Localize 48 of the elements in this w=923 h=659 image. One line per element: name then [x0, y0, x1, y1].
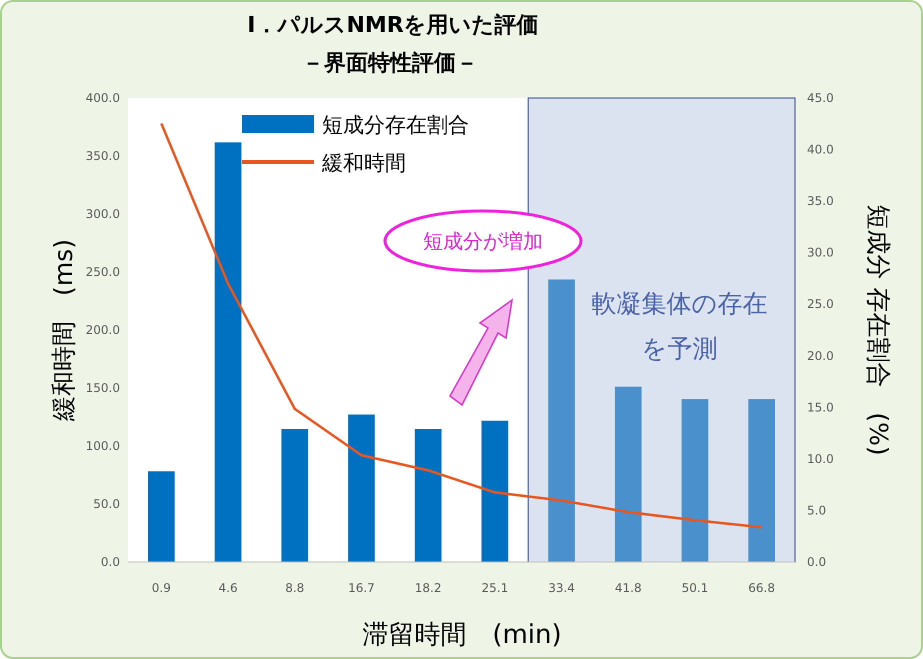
y-tick-label: 150.0 [86, 381, 120, 395]
y2-tick-label: 20.0 [807, 348, 834, 363]
x-tick-label: 0.9 [152, 581, 171, 595]
x-tick-label: 16.7 [348, 581, 375, 595]
bar [748, 399, 775, 562]
bar [548, 279, 575, 562]
bar [348, 414, 375, 562]
bar [281, 428, 308, 562]
y2-tick-label: 0.0 [807, 555, 826, 569]
y2-axis-title: 短成分 存在割合 (%) [864, 204, 893, 456]
y2-tick-label: 45.0 [807, 91, 834, 105]
bar [682, 399, 708, 562]
band-label: 軟凝集体の存在を予測 [592, 289, 768, 363]
y2-tick-label: 25.0 [807, 297, 834, 312]
x-tick-label: 25.1 [481, 581, 508, 595]
chart-subtitle: －界面特性評価－ [302, 51, 478, 76]
y2-tick-label: 5.0 [807, 503, 826, 518]
bar [148, 471, 175, 562]
y-tick-label: 0.0 [100, 555, 120, 569]
y-tick-label: 250.0 [86, 265, 120, 279]
y2-tick-label: 15.0 [807, 400, 834, 414]
y-tick-label: 200.0 [86, 323, 120, 337]
bar [214, 142, 242, 562]
y-tick-label: 100.0 [86, 439, 120, 453]
y-axis-title: 緩和時間 (ms) [49, 239, 78, 422]
y2-tick-label: 40.0 [807, 142, 834, 157]
bar [482, 420, 508, 562]
bar [614, 386, 642, 562]
x-tick-label: 50.1 [682, 581, 708, 595]
legend-label: 緩和時間 [321, 151, 406, 175]
bar [414, 428, 442, 562]
y-tick-label: 300.0 [86, 207, 120, 221]
x-tick-label: 8.8 [285, 581, 304, 595]
x-tick-label: 18.2 [414, 581, 442, 595]
y2-tick-label: 30.0 [807, 246, 834, 260]
y2-tick-label: 10.0 [807, 452, 834, 466]
legend-label: 短成分存在割合 [322, 113, 469, 137]
x-tick-label: 66.8 [748, 581, 776, 595]
y-tick-label: 350.0 [86, 149, 120, 163]
x-tick-label: 41.8 [614, 581, 642, 595]
x-axis-title: 滞留時間 (min) [362, 620, 562, 650]
x-tick-label: 33.4 [548, 581, 575, 595]
y-tick-label: 400.0 [86, 91, 120, 105]
x-tick-label: 4.6 [218, 581, 238, 595]
annotation: 短成分が増加 [423, 229, 543, 253]
y2-tick-label: 35.0 [807, 194, 834, 208]
chart-title: Ⅰ．パルスNMRを用いた評価 [247, 13, 539, 38]
y-tick-label: 50.0 [93, 497, 120, 511]
